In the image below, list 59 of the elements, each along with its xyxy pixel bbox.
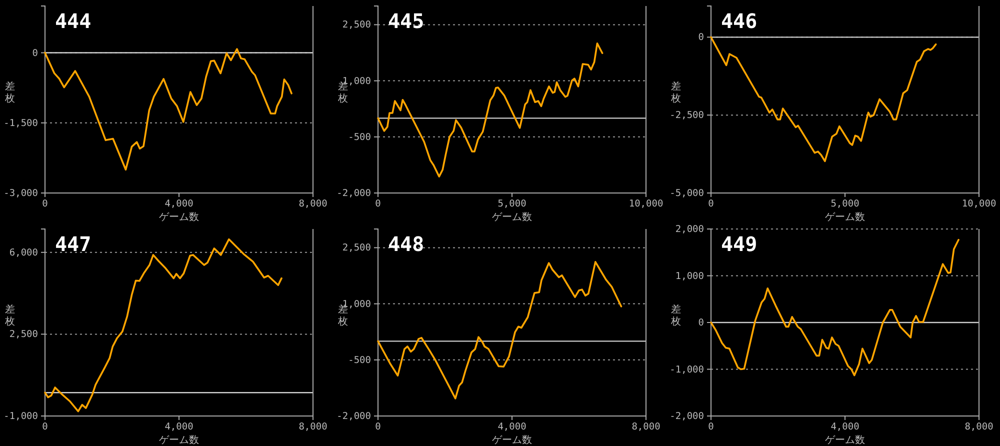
y-tick-label: -2,000 — [336, 188, 372, 200]
y-tick-label: 2,500 — [9, 329, 38, 340]
x-tick-label: 5,000 — [498, 198, 527, 210]
x-tick-label: 4,000 — [164, 198, 194, 210]
y-tick-label: -2,000 — [670, 411, 704, 422]
x-axis-title: ゲーム数 — [159, 435, 199, 446]
y-axis-title: 差枚 — [670, 80, 681, 104]
x-tick-label: 8,000 — [298, 422, 328, 433]
y-tick-label: -2,000 — [336, 411, 372, 422]
line-series — [377, 261, 622, 400]
x-tick-label: 10,000 — [628, 198, 664, 210]
chart-title: 445 — [388, 9, 424, 33]
y-tick-label: -1,000 — [670, 364, 704, 376]
y-tick-label: -2,500 — [670, 110, 704, 122]
x-axis-title: ゲーム数 — [492, 435, 532, 446]
y-axis-title: 差枚 — [670, 304, 681, 328]
line-series — [44, 238, 282, 412]
x-axis-title: ゲーム数 — [825, 435, 865, 446]
x-tick-label: 10,000 — [962, 198, 996, 210]
y-tick-label: 0 — [698, 318, 704, 329]
y-tick-label: 2,500 — [342, 242, 372, 254]
x-axis-title: ゲーム数 — [825, 212, 865, 223]
x-tick-label: 0 — [42, 422, 48, 433]
y-tick-label: -3,000 — [4, 188, 38, 200]
y-tick-label: -5,000 — [670, 188, 704, 200]
chart-title: 448 — [388, 232, 424, 256]
y-tick-label: 2,000 — [675, 224, 704, 236]
x-axis-title: ゲーム数 — [159, 212, 199, 223]
y-axis-title: 差枚 — [4, 304, 15, 328]
x-tick-label: 0 — [375, 422, 382, 433]
y-tick-label: -500 — [348, 354, 372, 366]
chart-title: 447 — [55, 232, 92, 256]
y-tick-label: -1,500 — [4, 118, 38, 129]
x-tick-label: 4,000 — [830, 422, 860, 433]
y-tick-label: 2,500 — [342, 20, 372, 31]
x-axis-title: ゲーム数 — [492, 212, 532, 223]
x-tick-label: 4,000 — [164, 422, 194, 433]
y-tick-label: -1,000 — [4, 411, 38, 422]
x-tick-label: 0 — [375, 198, 382, 210]
line-series — [44, 48, 292, 171]
y-tick-label: 6,000 — [9, 247, 38, 258]
y-axis-title: 差枚 — [4, 80, 15, 104]
x-tick-label: 8,000 — [964, 422, 994, 433]
x-tick-label: 0 — [708, 198, 714, 210]
x-tick-label: 4,000 — [498, 422, 527, 433]
y-tick-label: 1,000 — [675, 270, 704, 282]
y-tick-label: 0 — [698, 32, 704, 44]
chart-title: 446 — [721, 9, 758, 33]
x-tick-label: 5,000 — [830, 198, 860, 210]
x-tick-label: 0 — [42, 198, 48, 210]
chart-title: 444 — [55, 9, 92, 33]
line-series — [377, 42, 604, 178]
x-tick-label: 8,000 — [298, 198, 328, 210]
line-series — [710, 36, 937, 162]
y-tick-label: -500 — [348, 132, 372, 143]
x-tick-label: 8,000 — [632, 422, 661, 433]
y-tick-label: 0 — [32, 48, 38, 59]
chart-title: 449 — [721, 232, 758, 256]
x-tick-label: 0 — [708, 422, 714, 433]
